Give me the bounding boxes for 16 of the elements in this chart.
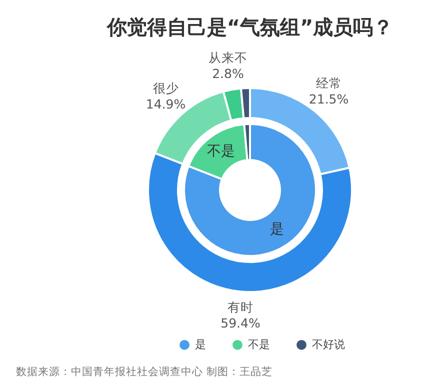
slice-label: 经常 — [316, 76, 342, 91]
slice-label: 很少 — [152, 80, 179, 96]
legend-label: 是 — [195, 338, 206, 351]
data-label: 59.4% — [220, 316, 260, 331]
source-note: 数据来源：中国青年报社社会调查中心 制图：王品芝 — [16, 365, 272, 378]
data-label: 21.5% — [308, 92, 349, 107]
legend-label: 不是 — [248, 338, 270, 351]
chart-title: 你觉得自己是“气氛组”成员吗？ — [106, 15, 394, 39]
data-label: 2.8% — [212, 66, 244, 81]
data-label: 14.9% — [146, 96, 186, 112]
legend-label: 不好说 — [312, 338, 345, 351]
data-label: 是 — [270, 222, 284, 238]
donut-slice — [183, 123, 317, 257]
slice-label: 有时 — [228, 300, 254, 315]
slice-label: 从来不 — [208, 50, 248, 65]
data-label: 不是 — [207, 144, 236, 160]
